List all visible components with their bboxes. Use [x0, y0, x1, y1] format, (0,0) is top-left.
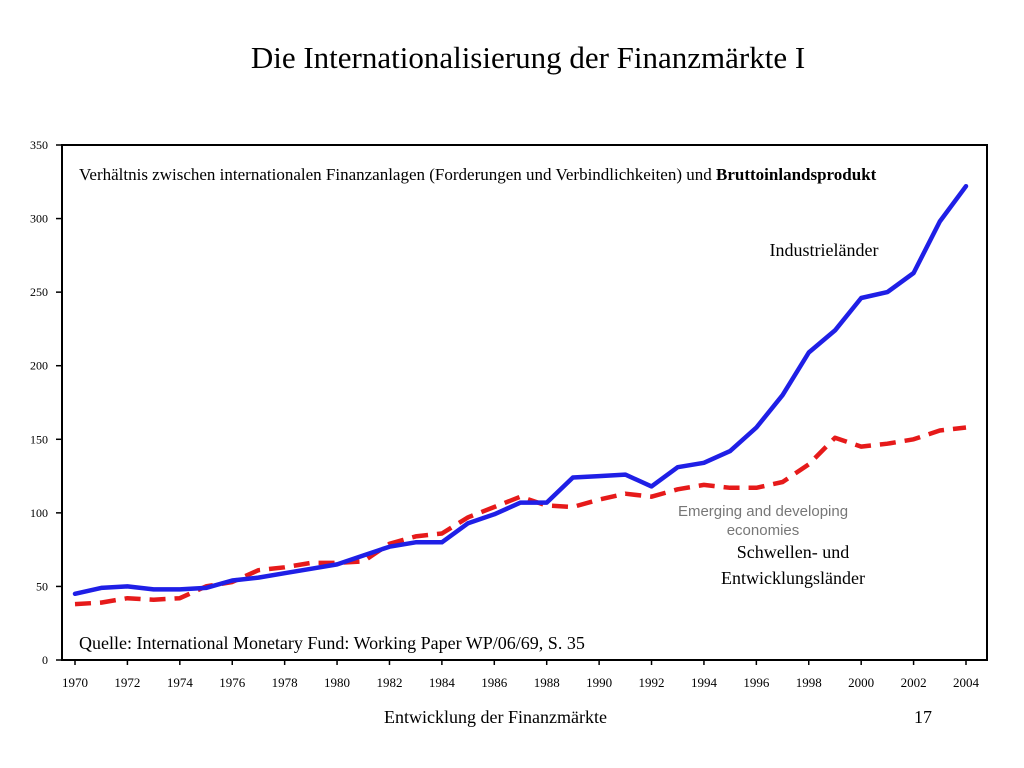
x-tick-label: 1990	[586, 675, 612, 690]
annotation-industrial: Industrieländer	[770, 240, 879, 260]
chart-description-bold: Bruttoinlandsprodukt	[716, 165, 877, 184]
plot-frame	[61, 144, 988, 661]
x-tick-label: 1998	[796, 675, 822, 690]
x-tick-label: 1974	[167, 675, 194, 690]
annotation-emerging-en-2: economies	[727, 522, 800, 539]
x-tick-label: 1982	[376, 675, 402, 690]
series-line	[72, 183, 969, 597]
x-tick-label: 1996	[743, 675, 770, 690]
x-tick-label: 1986	[481, 675, 508, 690]
chart-description: Verhältnis zwischen internationalen Fina…	[79, 165, 877, 184]
axes: 0 50 100 150 200 250 300 350 1970 1972 1974 1976 197…	[30, 138, 988, 690]
x-tick-label: 1984	[429, 675, 456, 690]
x-tick-label: 1978	[272, 675, 298, 690]
chart-description-text: Verhältnis zwischen internationalen Fina…	[79, 165, 716, 184]
x-tick-label: 1988	[534, 675, 560, 690]
footer-title: Entwicklung der Finanzmärkte	[384, 707, 607, 727]
y-tick-label: 200	[30, 359, 48, 373]
x-tick-label: 1994	[691, 675, 718, 690]
y-tick-label: 100	[30, 506, 48, 520]
x-tick-label: 2000	[848, 675, 874, 690]
x-tick-label: 2004	[953, 675, 980, 690]
y-tick-label: 50	[36, 579, 48, 593]
x-tick-label: 1980	[324, 675, 350, 690]
annotation-emerging-de-1: Schwellen- und	[737, 542, 849, 562]
y-tick-label: 0	[42, 653, 48, 667]
slide-title: Die Internationalisierung der Finanzmärk…	[250, 40, 806, 75]
x-tick-label: 1970	[62, 675, 88, 690]
x-tick-label: 1992	[639, 675, 665, 690]
y-tick-label: 300	[30, 212, 48, 226]
y-tick-label: 150	[30, 432, 48, 446]
x-tick-label: 1976	[219, 675, 246, 690]
chart-source: Quelle: International Monetary Fund: Wor…	[79, 633, 585, 653]
series-layer	[72, 183, 969, 607]
annotation-emerging-en-1: Emerging and developing	[678, 503, 848, 520]
x-tick-label: 1972	[114, 675, 140, 690]
y-tick-label: 350	[30, 138, 48, 152]
page-number: 17	[914, 707, 932, 727]
annotation-emerging-de-2: Entwicklungsländer	[721, 568, 865, 588]
x-tick-label: 2002	[901, 675, 927, 690]
y-tick-label: 250	[30, 285, 48, 299]
